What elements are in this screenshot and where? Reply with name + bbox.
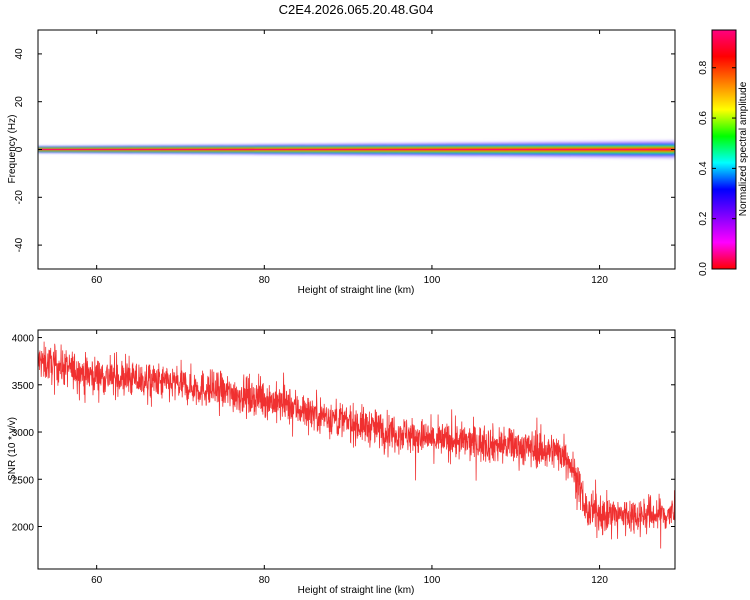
y-tick-label: 3500 (12, 381, 35, 392)
colorbar-tick-label: 0.8 (698, 60, 709, 74)
x-tick-label: 80 (259, 575, 271, 586)
x-tick-label: 60 (91, 275, 103, 286)
spectrogram-y-axis-label: Frequency (Hz) (7, 115, 18, 184)
colorbar-tick-label: 0.0 (698, 262, 709, 276)
y-tick-label: 2000 (12, 522, 35, 533)
snr-background (38, 330, 675, 569)
colorbar-label: Normalized spectral amplitude (738, 81, 749, 216)
y-tick-label: 2500 (12, 475, 35, 486)
colorbar: 0.0 0.2 0.4 0.6 0.8 Normalized spectral ampl… (698, 29, 749, 276)
spectrogram-y-ticks: 40 20 0 -20 -40 (14, 48, 675, 252)
colorbar-gradient (711, 29, 737, 270)
colorbar-tick-label: 0.4 (698, 161, 709, 175)
colorbar-ticks: 0.0 0.2 0.4 0.6 0.8 (698, 60, 736, 276)
x-tick-label: 100 (424, 575, 441, 586)
snr-x-axis-label: Height of straight line (km) (298, 585, 415, 596)
y-tick-label: 3000 (12, 428, 35, 439)
y-tick-label: -20 (14, 190, 25, 205)
colorbar-tick-label: 0.6 (698, 111, 709, 125)
snr-panel: 60 80 100 120 4000 3500 3000 2500 2000 Height o… (7, 329, 676, 596)
colorbar-tick-label: 0.2 (698, 211, 709, 225)
x-tick-label: 120 (591, 275, 608, 286)
spectrogram-x-axis-label: Height of straight line (km) (298, 285, 415, 296)
snr-frame (37, 329, 676, 570)
snr-y-ticks: 4000 3500 3000 2500 2000 (12, 334, 675, 533)
spectrogram-band (38, 139, 675, 160)
figure-title: C2E4.2026.065.20.48.G04 (279, 2, 434, 17)
y-tick-label: 0 (14, 146, 25, 152)
y-tick-label: 20 (14, 96, 25, 108)
y-tick-label: -40 (14, 237, 25, 252)
spectrogram-x-ticks: 60 80 100 120 (91, 30, 608, 286)
snr-y-axis-label: SNR (10 * v/v) (7, 417, 18, 481)
snr-x-ticks: 60 80 100 120 (91, 330, 608, 586)
x-tick-label: 100 (424, 275, 441, 286)
x-tick-label: 120 (591, 575, 608, 586)
y-tick-label: 40 (14, 48, 25, 60)
x-tick-label: 80 (259, 275, 271, 286)
spectrogram-panel: 60 80 100 120 40 20 0 -20 -40 Height of straigh… (7, 29, 676, 296)
y-tick-label: 4000 (12, 334, 35, 345)
snr-series (38, 341, 675, 549)
x-tick-label: 60 (91, 575, 103, 586)
snr-line (38, 341, 675, 549)
